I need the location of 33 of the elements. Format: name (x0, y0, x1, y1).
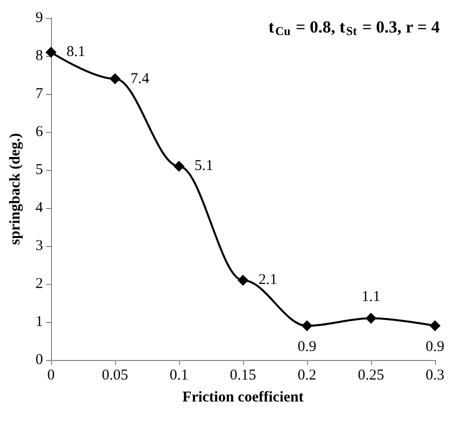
point (238, 274, 248, 286)
x-tick-label: 0.15 (230, 368, 256, 384)
x-tick-label: 0.05 (102, 368, 128, 384)
data-label: 0.9 (298, 338, 316, 355)
x-tick-label: 0.3 (426, 368, 444, 384)
y-tick-label: 4 (36, 200, 44, 216)
y-tick-label: 7 (36, 86, 44, 102)
x-tick-label: 0.25 (358, 368, 384, 384)
data-label: 8.1 (66, 44, 86, 60)
point (46, 46, 56, 58)
data-label: 5.1 (194, 158, 214, 174)
point (430, 320, 440, 332)
data-label: 2.1 (258, 272, 278, 288)
y-tick-label: 3 (36, 238, 43, 254)
point (174, 160, 184, 172)
y-tick-label: 2 (36, 276, 43, 292)
x-tick-label: 0.1 (170, 368, 188, 384)
data-label: 7.4 (130, 70, 150, 87)
y-tick-label: 6 (36, 124, 44, 140)
x-axis-title: Friction coefficient (182, 390, 304, 406)
y-tick-label: 1 (36, 314, 43, 330)
data-label: 0.9 (426, 338, 444, 355)
y-tick-label: 8 (36, 48, 43, 64)
x-tick-label: 0 (47, 368, 55, 384)
point (302, 320, 312, 332)
data-label: 1.1 (362, 289, 380, 306)
y-tick-label: 0 (36, 352, 43, 368)
x-tick-label: 0.2 (298, 368, 316, 384)
y-tick-label: 5 (36, 162, 43, 178)
y-tick-label: 9 (36, 10, 43, 26)
point (366, 312, 376, 324)
y-axis-title: springback (deg.) (8, 133, 24, 245)
point (110, 73, 120, 84)
